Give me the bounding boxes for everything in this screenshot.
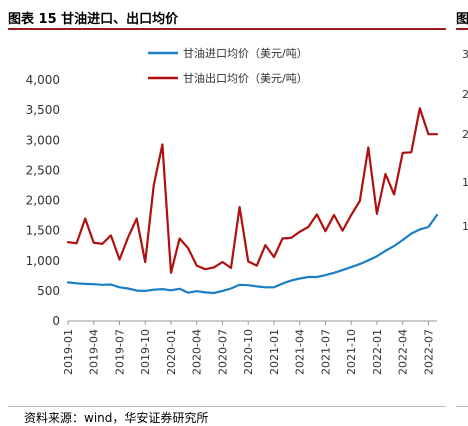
y-tick-label: 3,000 [26, 133, 60, 147]
neighbor-tick-label: 3 [462, 48, 468, 61]
next-figure-title: 图 [456, 12, 468, 27]
x-tick-label: 2021-01 [268, 329, 281, 375]
x-tick-label: 2019-04 [88, 329, 101, 375]
neighbor-tick-label: 2 [462, 128, 468, 141]
x-tick-label: 2020-01 [165, 329, 178, 375]
y-tick-label: 2,500 [26, 163, 60, 177]
y-tick-label: 4,000 [26, 73, 60, 87]
source-note: 资料来源：wind，华安证券研究所 [24, 411, 209, 425]
x-tick-label: 2020-10 [242, 329, 255, 375]
footer-rule-right [456, 406, 468, 407]
x-tick-label: 2019-10 [139, 329, 152, 375]
x-tick-label: 2022-04 [397, 329, 410, 375]
y-tick-label: 2,000 [26, 194, 60, 208]
x-tick-label: 2021-07 [319, 329, 332, 375]
x-tick-label: 2019-01 [62, 329, 75, 375]
y-tick-label: 500 [37, 284, 60, 298]
y-tick-label: 1,500 [26, 224, 60, 238]
x-tick-label: 2021-10 [345, 329, 358, 375]
title-rule-right [456, 28, 468, 30]
line-chart: 0 500 1,000 1,500 2,000 2,500 3,000 3,500 4,000 2… [26, 46, 439, 375]
x-tick-label: 2020-07 [216, 329, 229, 375]
x-tick-label: 2022-07 [422, 329, 435, 375]
series-line-import [66, 213, 439, 295]
y-tick-label: 0 [52, 314, 60, 328]
x-tick-label: 2019-07 [113, 329, 126, 375]
x-tick-label: 2021-04 [294, 329, 307, 375]
title-rule [8, 28, 446, 30]
neighbor-tick-label: 1 [462, 220, 468, 233]
x-tick-label: 2022-01 [371, 329, 384, 375]
neighbor-tick-label: 2 [462, 88, 468, 101]
legend-label: 甘油进口均价（美元/吨） [183, 46, 308, 60]
footer-rule [8, 406, 446, 407]
y-tick-label: 3,500 [26, 103, 60, 117]
title-bar: 图表 15 甘油进口、出口均价 图 [0, 0, 468, 30]
x-tick-label: 2020-04 [191, 329, 204, 375]
series-line-export [66, 107, 439, 274]
legend-label: 甘油出口均价（美元/吨） [183, 71, 308, 85]
y-tick-label: 1,000 [26, 254, 60, 268]
neighbor-tick-label: 1 [462, 176, 468, 189]
chart-title: 图表 15 甘油进口、出口均价 [8, 12, 179, 27]
